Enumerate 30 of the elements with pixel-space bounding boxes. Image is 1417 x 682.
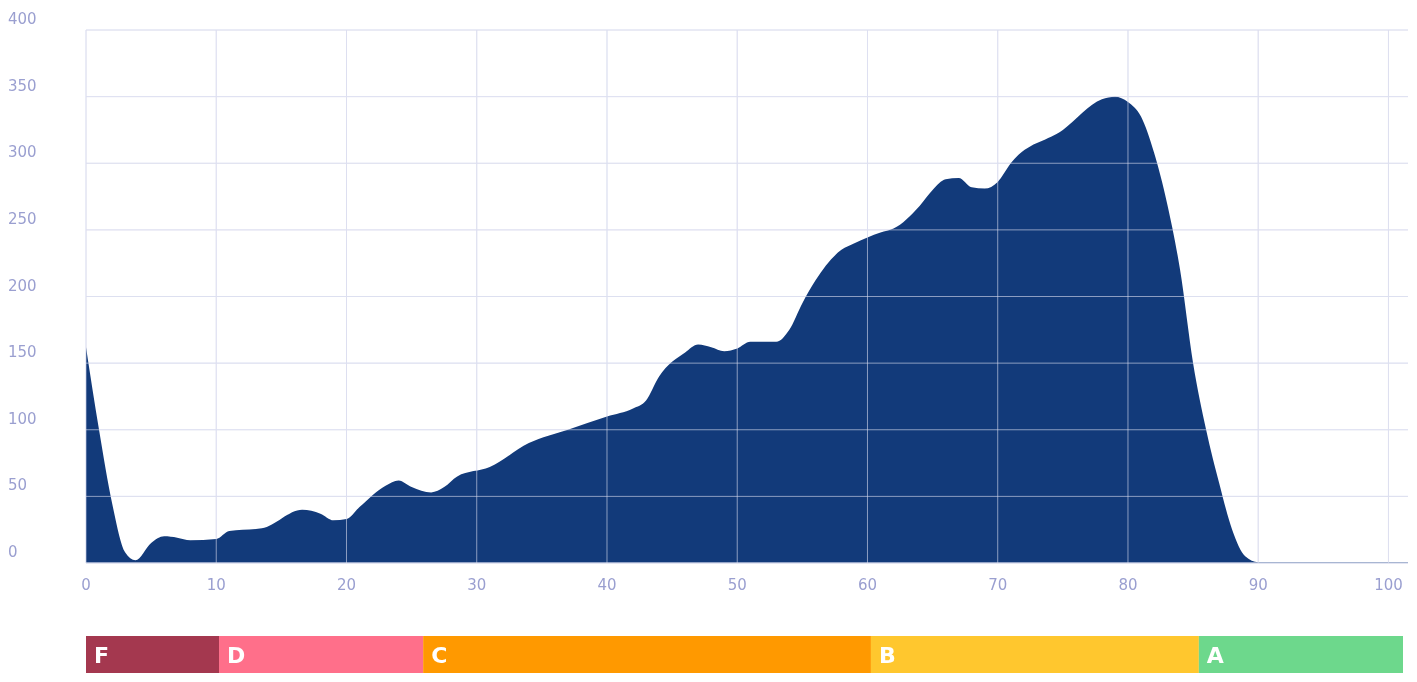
y-tick-label: 400 (8, 10, 37, 28)
series-label: A (1206, 642, 1224, 668)
x-tick-label: 30 (467, 576, 487, 594)
x-tick-label: 10 (206, 576, 226, 594)
series-label: F (94, 642, 110, 668)
bar (1198, 636, 1403, 673)
x-tick-label: 50 (727, 576, 747, 594)
x-tick-label: 0 (81, 576, 91, 594)
series-label: D (227, 642, 246, 668)
y-tick-label: 0 (8, 543, 18, 561)
series-label: C (431, 642, 448, 668)
bar (870, 636, 1199, 673)
bar (423, 636, 871, 673)
bar (219, 636, 424, 673)
y-tick-label: 150 (8, 343, 37, 362)
y-tick-label: 300 (8, 143, 37, 162)
x-tick-label: 70 (988, 576, 1008, 594)
x-tick-label: 100 (1374, 576, 1403, 594)
y-tick-label: 350 (8, 76, 37, 95)
y-tick-label: 100 (8, 409, 37, 428)
y-tick-label: 200 (8, 276, 37, 295)
series-label: B (878, 642, 896, 668)
y-tick-label: 250 (8, 209, 37, 228)
bar (86, 636, 220, 673)
y-tick-label: 50 (8, 476, 28, 495)
x-tick-label: 60 (857, 576, 878, 594)
x-tick-label: 80 (1118, 576, 1138, 594)
x-tick-label: 40 (597, 576, 617, 594)
x-tick-label: 20 (336, 576, 357, 594)
x-tick-label: 90 (1248, 576, 1268, 594)
